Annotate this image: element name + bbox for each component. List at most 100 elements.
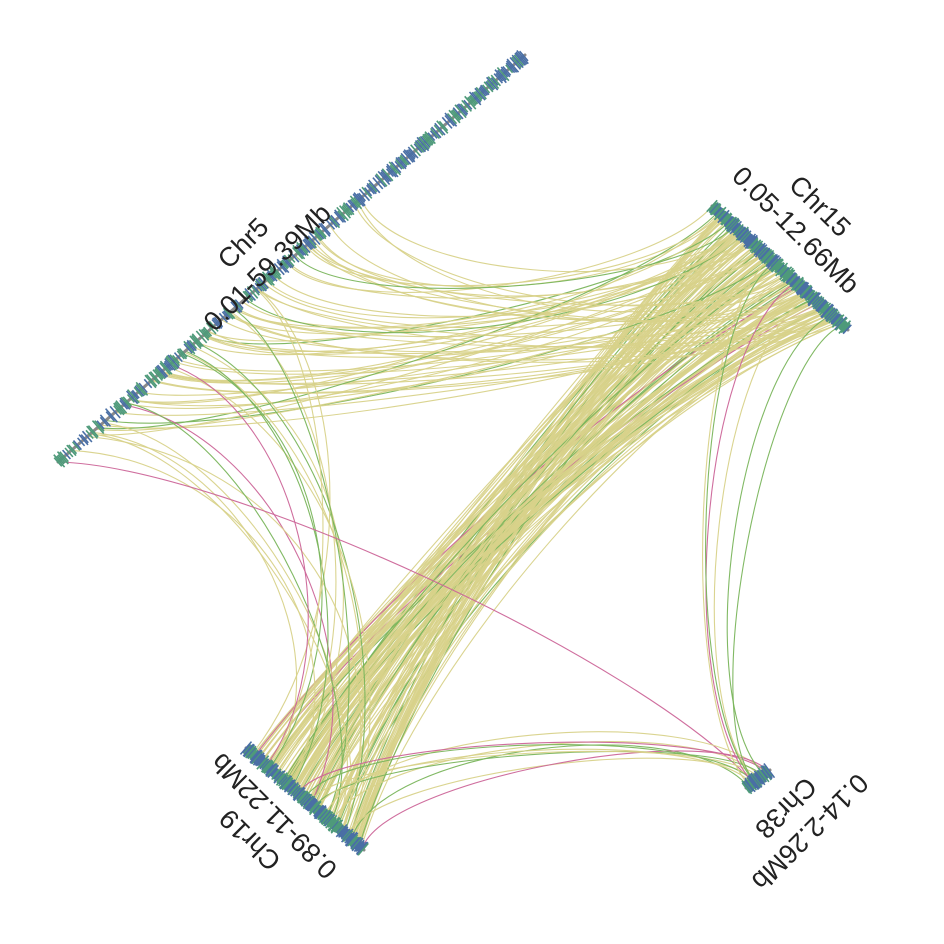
chr19-gene-tick [299,792,311,806]
chr15-gene-tick [831,314,842,325]
chr5-gene-tick [246,285,259,299]
chr15-gene-tick [811,296,821,306]
chr5-gene-tick [475,86,487,100]
chr19-gene-tick [261,759,271,771]
chr19-gene-tick [321,811,334,826]
chr19-gene-tick [271,768,282,781]
chr5-gene-tick [296,241,309,257]
chr5-gene-tick [414,141,425,153]
chr19-gene-tick [313,805,325,818]
chr19-gene-tick [244,745,256,758]
chr19-gene-tick [340,828,351,840]
chr15-gene-tick [838,320,852,334]
chr5-gene-tick [183,340,196,355]
chr5-gene-tick [478,87,487,97]
chr19-gene-tick [287,781,299,796]
chr5-gene-tick [430,126,442,139]
chr5-gene-tick [176,350,185,360]
link-chr19-chr38 [331,741,762,823]
chr5-gene-tick [159,360,173,375]
chr15-gene-tick [768,256,782,271]
chr15-gene-tick [729,220,742,235]
chr19-gene-tick [250,749,263,765]
chr15-gene-tick [763,251,774,264]
chr19-gene-tick [261,760,270,769]
chr5-gene-tick [500,66,511,78]
chr5-gene-tick [518,50,529,62]
chr15-gene-tick [789,275,799,286]
chr5-gene-tick [283,254,295,267]
chr15-gene-tick [724,216,736,229]
chr19-gene-tick [271,768,280,779]
link-chr15-chr19 [360,310,828,848]
chr5-gene-tick [234,299,244,310]
chr19-gene-tick [299,792,309,804]
link-chr5-chr19 [71,449,316,787]
chr15-gene-tick [766,254,775,264]
chr38-gene-tick [747,775,760,791]
link-chr5-chr15 [161,228,738,381]
chr15-gene-tick [724,216,735,228]
chr19-gene-tick [328,818,337,828]
chr38-gene-tick [743,780,754,792]
chr5-gene-tick [164,360,174,371]
chr5-gene-tick [361,186,373,199]
chr5-gene-tick [490,77,499,86]
chr38-gene-tick [746,779,755,790]
chr5-gene-tick [255,278,267,292]
chr5-gene-tick [413,143,423,154]
chr5-gene-tick [358,188,371,202]
chr5-gene-tick [231,299,243,313]
chr5-gene-tick [213,316,224,328]
link-chr15-chr19 [287,307,825,785]
chr15-gene-tick [839,321,848,331]
chr5-gene-tick [352,193,365,207]
chr15-gene-tick [765,253,778,268]
link-chr5-chr19 [92,431,298,770]
chr15-gene-tick [835,318,844,327]
synteny-links [57,198,843,849]
chr5-gene-tick [156,364,169,378]
link-chr5-chr15 [195,228,738,356]
chr19-gene-tick [317,808,328,821]
chr5-gene-tick [452,107,464,120]
link-chr19-chr38 [298,741,767,794]
chr15-gene-tick [723,215,732,225]
chr15-gene-tick [730,222,739,232]
chr5-gene-tick [76,437,86,447]
chr5-gene-tick [505,64,514,74]
chr5-gene-tick [71,441,81,451]
chr5-gene-tick [474,90,483,100]
chr19-gene-tick [259,758,270,770]
link-chr5-chr15 [129,212,720,404]
chr19-gene-tick [276,773,285,783]
chr5-gene-tick [302,239,313,251]
chr19-gene-tick [328,817,341,832]
chr5-gene-tick [328,217,338,228]
chr15-gene-tick [747,237,759,250]
chr15-gene-tick [807,292,816,301]
chr5-gene-tick [292,244,306,260]
chr15-gene-tick [774,261,785,273]
chr15-gene-tick [758,247,769,259]
chr5-gene-tick [261,273,273,286]
chr5-gene-tick [358,192,367,202]
chr15-gene-tick [775,262,789,277]
chr5-gene-tick [454,104,467,119]
chr5-gene-tick [330,214,341,226]
chr38-gene-tick [748,775,760,789]
chr38-gene-tick [763,765,773,777]
chr5-gene-tick [205,322,217,335]
chr15-gene-tick [776,264,785,274]
link-chr15-chr38 [732,324,843,782]
chr5-gene-tick [120,396,132,409]
chr15-gene-tick [807,291,820,306]
chr38-gene-tick [747,777,757,789]
chr5-gene-tick [303,238,314,250]
chr15-gene-tick [790,276,804,291]
chr15-gene-tick [751,240,762,252]
chr5-gene-tick [386,168,394,178]
chr5-gene-tick [203,326,213,337]
chr15-gene-tick [724,216,737,230]
